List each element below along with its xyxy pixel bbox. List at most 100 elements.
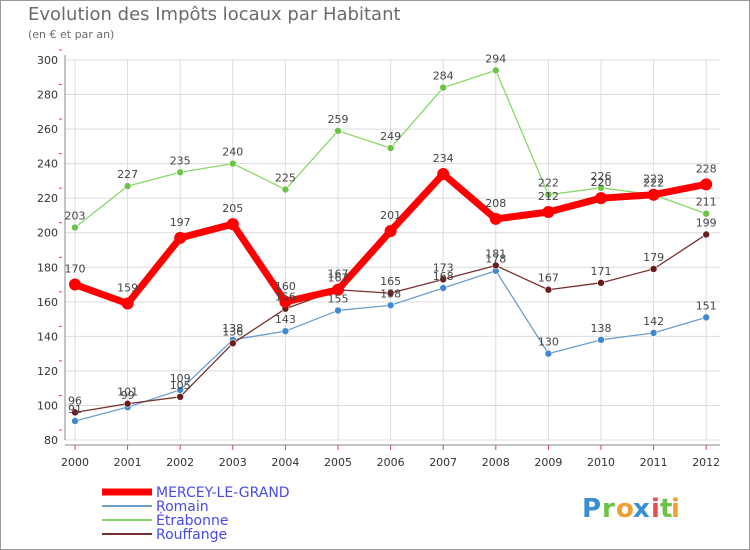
data-label: 91	[68, 403, 82, 416]
legend-label: Rouffange	[156, 527, 227, 543]
data-label: 136	[222, 325, 243, 338]
x-tick-label: 2011	[640, 456, 668, 469]
y-tick-label: 140	[37, 330, 58, 343]
data-point	[226, 218, 239, 231]
data-point	[700, 178, 713, 191]
data-label: 228	[696, 162, 717, 175]
data-label: 203	[65, 210, 86, 223]
logo-letter: o	[616, 494, 634, 524]
data-label: 165	[380, 275, 401, 288]
logo-letter: P	[582, 494, 601, 524]
x-tick-label: 2012	[692, 456, 720, 469]
data-point	[491, 66, 500, 75]
data-point	[702, 230, 711, 239]
data-label: 130	[538, 336, 559, 349]
data-label: 109	[170, 372, 191, 385]
data-label: 212	[538, 190, 559, 203]
data-label: 167	[328, 272, 349, 285]
x-tick-label: 2008	[482, 456, 510, 469]
data-point	[281, 185, 290, 194]
data-label: 158	[380, 287, 401, 300]
data-point	[597, 336, 605, 344]
data-label: 234	[433, 152, 454, 165]
x-tick-label: 2000	[61, 456, 89, 469]
y-tick-label: 160	[37, 296, 58, 309]
data-point	[597, 184, 605, 192]
y-tick-label: 180	[37, 261, 58, 274]
data-point	[491, 261, 500, 270]
data-point	[229, 159, 237, 168]
x-tick-label: 2005	[324, 456, 352, 469]
data-label: 294	[485, 52, 506, 65]
y-tick-label: 120	[37, 365, 58, 378]
data-point	[384, 225, 397, 237]
data-label: 226	[591, 170, 612, 183]
x-tick-label: 2003	[219, 456, 247, 469]
x-tick-label: 2009	[534, 456, 562, 469]
data-point	[334, 306, 342, 315]
data-point	[702, 209, 711, 218]
data-label: 222	[643, 177, 664, 190]
data-label: 284	[433, 70, 454, 83]
data-label: 173	[433, 261, 454, 274]
y-tick-label: 220	[37, 192, 58, 205]
chart-title: Evolution des Impôts locaux par Habitant	[28, 4, 401, 25]
data-label: 142	[643, 315, 664, 328]
grid	[65, 59, 720, 441]
chart-subtitle: (en € et par an)	[28, 28, 115, 41]
data-point	[544, 285, 553, 294]
legend-label: Romain	[156, 499, 209, 515]
data-label: 205	[222, 202, 243, 215]
logo-letter: t	[660, 494, 672, 524]
data-label: 201	[380, 209, 401, 222]
data-label: 167	[328, 268, 349, 281]
data-point	[544, 190, 553, 199]
x-tick-label: 2010	[587, 456, 615, 469]
data-label: 105	[170, 379, 191, 392]
data-label: 155	[328, 292, 349, 305]
data-label: 181	[485, 248, 506, 261]
y-tick-label: 300	[37, 54, 58, 67]
data-label: 170	[65, 263, 86, 276]
x-tick-label: 2002	[166, 456, 194, 469]
data-point	[597, 279, 605, 287]
data-point	[439, 275, 448, 284]
logo-letter: i	[651, 494, 660, 524]
data-point	[542, 206, 555, 218]
data-point	[71, 408, 79, 417]
y-tick-label: 280	[37, 89, 58, 102]
logo-letter: r	[602, 494, 615, 524]
x-tick-label: 2001	[114, 456, 142, 469]
x-tick-label: 2006	[377, 456, 405, 469]
data-point	[69, 278, 81, 291]
data-point	[595, 192, 607, 205]
data-label: 99	[121, 389, 135, 402]
data-point	[334, 127, 342, 135]
data-point	[386, 144, 395, 152]
data-label: 197	[170, 216, 191, 229]
y-tick-label: 260	[37, 123, 58, 136]
data-label: 240	[222, 146, 243, 159]
data-point	[702, 313, 711, 322]
data-point	[281, 327, 290, 335]
data-label: 138	[591, 322, 612, 335]
data-point	[386, 301, 395, 310]
data-label: 227	[117, 168, 138, 181]
data-point	[71, 223, 79, 232]
data-label: 235	[170, 154, 191, 167]
data-point	[439, 83, 448, 92]
y-tick-label: 200	[37, 227, 58, 240]
data-label: 178	[485, 253, 506, 266]
data-label: 96	[68, 394, 82, 407]
data-label: 208	[485, 197, 506, 210]
data-label: 143	[275, 313, 296, 326]
data-label: 156	[275, 291, 296, 304]
data-label: 168	[433, 270, 454, 283]
data-label: 160	[275, 280, 296, 293]
data-label: 220	[591, 176, 612, 189]
data-point	[123, 182, 132, 190]
